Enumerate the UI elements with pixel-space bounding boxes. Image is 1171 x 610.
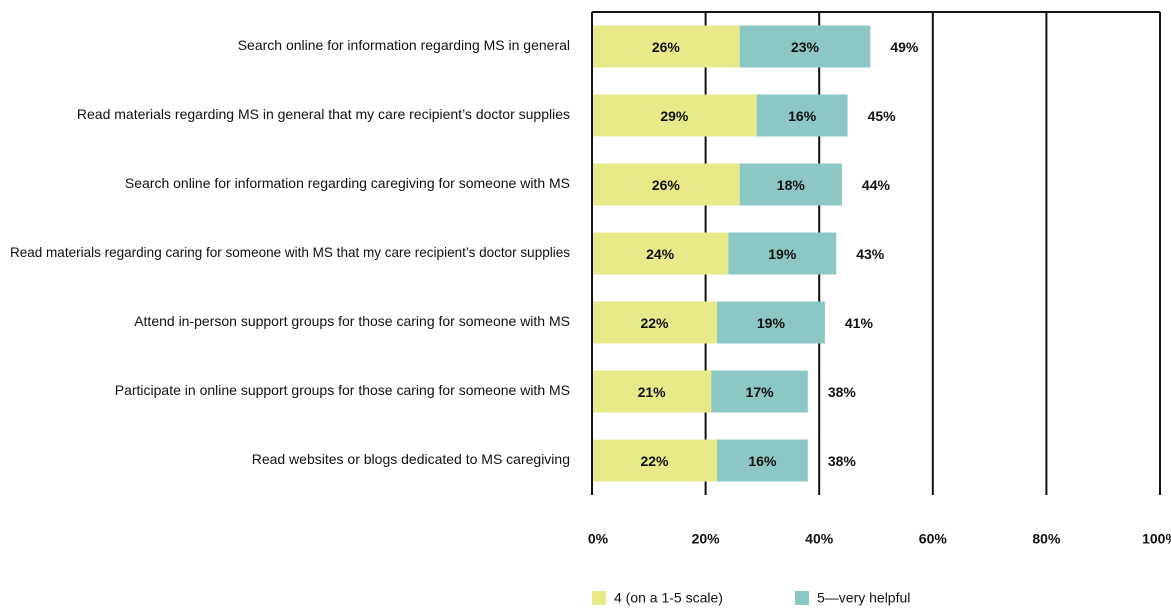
category-label: Attend in-person support groups for thos…	[134, 313, 570, 329]
value-label: 23%	[791, 39, 820, 55]
bar-segment	[592, 232, 729, 275]
value-label: 16%	[788, 108, 817, 124]
bar-segment	[711, 370, 808, 413]
bar-segment	[592, 94, 757, 137]
total-label: 44%	[862, 177, 891, 193]
bar-segment	[739, 163, 842, 206]
bar-segment	[592, 439, 717, 482]
x-tick-label: 80%	[1032, 531, 1061, 547]
value-label: 18%	[777, 177, 806, 193]
total-label: 49%	[890, 39, 919, 55]
bar-segment	[756, 94, 848, 137]
x-tick-label: 0%	[588, 531, 609, 547]
category-label: Read materials regarding MS in general t…	[77, 106, 570, 122]
value-label: 24%	[646, 246, 675, 262]
value-label: 17%	[746, 384, 775, 400]
value-label: 21%	[638, 384, 667, 400]
bar-segment	[716, 301, 825, 344]
total-label: 38%	[828, 453, 857, 469]
category-label: Read materials regarding caring for some…	[10, 244, 570, 260]
total-label: 45%	[868, 108, 897, 124]
x-tick-label: 100%	[1142, 531, 1171, 547]
x-tick-label: 20%	[692, 531, 721, 547]
category-label: Search online for information regarding …	[125, 175, 570, 191]
value-label: 26%	[652, 177, 681, 193]
value-label: 16%	[748, 453, 777, 469]
bar-segment	[592, 25, 740, 68]
category-label: Search online for information regarding …	[238, 37, 570, 53]
value-label: 22%	[640, 315, 669, 331]
bar-segment	[592, 163, 740, 206]
legend-swatch	[795, 591, 809, 605]
x-tick-label: 60%	[919, 531, 948, 547]
category-label: Participate in online support groups for…	[115, 382, 570, 398]
bar-segment	[716, 439, 808, 482]
total-label: 38%	[828, 384, 857, 400]
bar-segment	[739, 25, 871, 68]
bar-segment	[592, 301, 717, 344]
legend-label: 4 (on a 1-5 scale)	[614, 590, 723, 606]
value-label: 26%	[652, 39, 681, 55]
value-label: 22%	[640, 453, 669, 469]
legend-swatch	[592, 591, 606, 605]
value-label: 19%	[757, 315, 786, 331]
total-label: 41%	[845, 315, 874, 331]
bar-segment	[592, 370, 712, 413]
legend-label: 5—very helpful	[817, 590, 910, 606]
x-tick-label: 40%	[805, 531, 834, 547]
category-label: Read websites or blogs dedicated to MS c…	[252, 451, 570, 467]
bar-segment	[728, 232, 837, 275]
value-label: 19%	[768, 246, 797, 262]
value-label: 29%	[660, 108, 689, 124]
total-label: 43%	[856, 246, 885, 262]
